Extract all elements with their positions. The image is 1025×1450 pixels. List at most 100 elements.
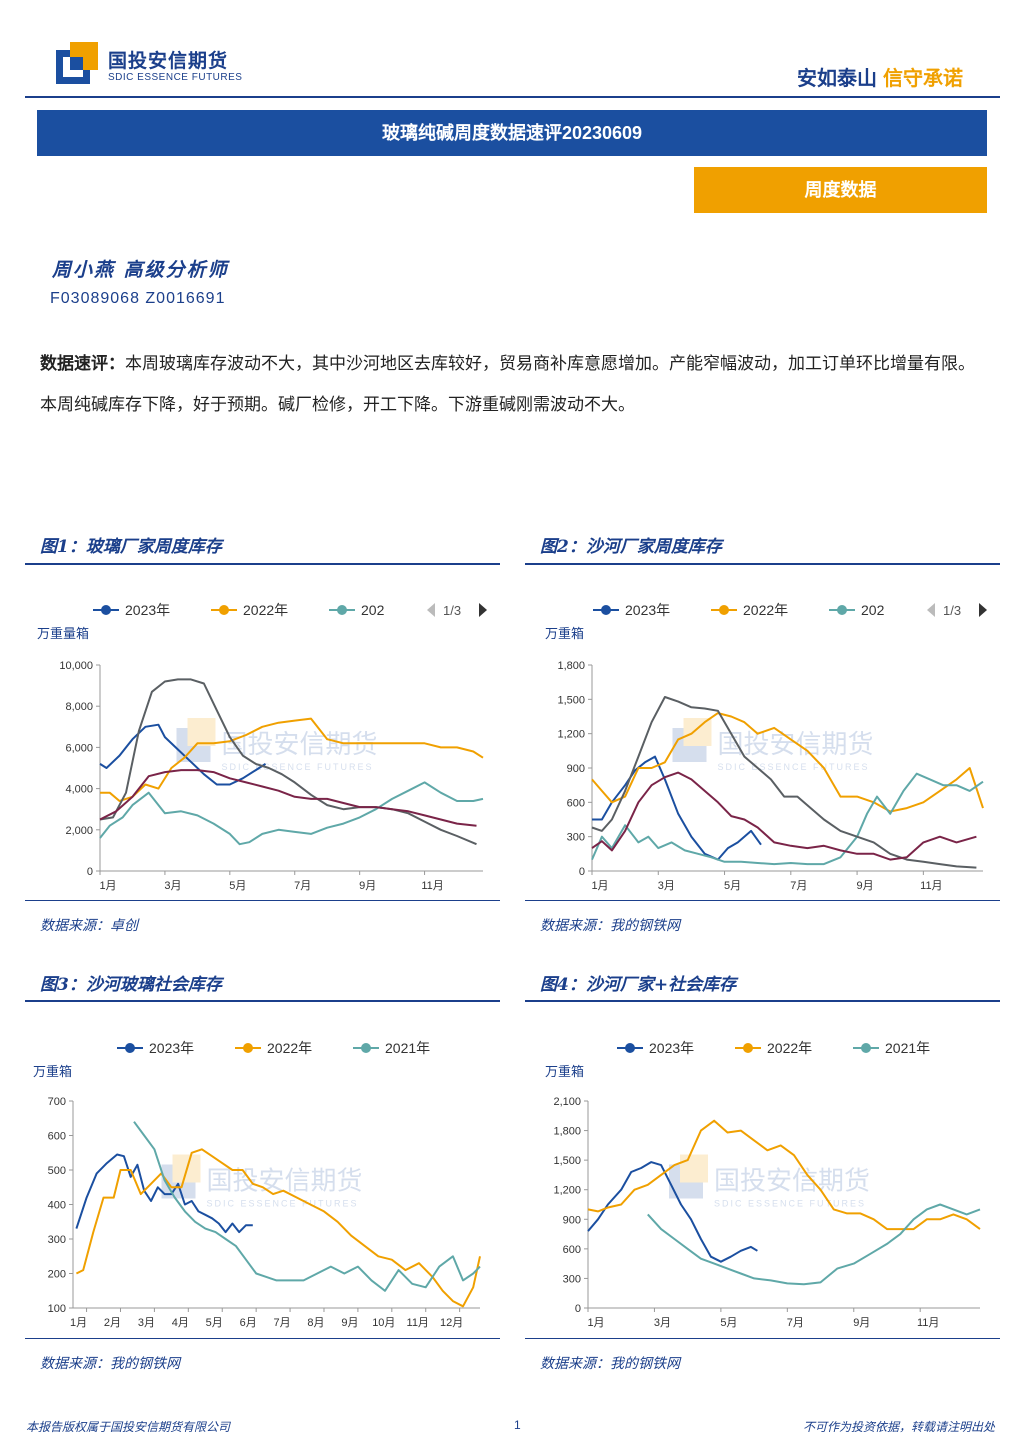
legend-label: 2022年 xyxy=(267,1040,312,1056)
series-line-1 xyxy=(587,1119,981,1231)
series-line-1 xyxy=(100,717,484,802)
legend-next-icon xyxy=(979,603,987,617)
legend-marker xyxy=(243,1043,253,1053)
legend-item: 2021年 xyxy=(353,1040,430,1056)
series-line-2 xyxy=(591,772,984,866)
y-tick-label: 600 xyxy=(563,1244,581,1256)
legend-marker xyxy=(601,605,611,615)
legend-item: 2022年 xyxy=(735,1040,812,1056)
legend-label: 2021年 xyxy=(885,1040,930,1056)
y-axis-label: 万重箱 xyxy=(545,1064,584,1079)
y-tick-label: 6,000 xyxy=(65,742,93,754)
company-logo-text: 国投安信期货 xyxy=(108,51,229,72)
figure-3-top-rule xyxy=(25,1000,500,1002)
page-number: 1 xyxy=(514,1418,521,1432)
legend-item: 2022年 xyxy=(235,1040,312,1056)
series-line-1 xyxy=(591,712,984,813)
header-divider xyxy=(25,96,1000,98)
legend-label: 2022年 xyxy=(243,602,288,618)
figure-3-title: 图3：沙河玻璃社会库存 xyxy=(40,975,222,995)
x-tick-label: 11月 xyxy=(917,1317,939,1329)
legend-item: 2022年 xyxy=(711,602,788,618)
author-name: 周小燕 高级分析师 xyxy=(52,259,229,281)
x-tick-label: 9月 xyxy=(857,880,874,892)
watermark-logo-icon xyxy=(176,728,211,762)
watermark-logo-accent xyxy=(683,718,712,746)
x-tick-label: 7月 xyxy=(790,880,807,892)
x-tick-label: 9月 xyxy=(341,1317,358,1329)
y-tick-label: 400 xyxy=(48,1200,66,1212)
x-tick-label: 12月 xyxy=(440,1317,463,1329)
series-line-0 xyxy=(587,1161,758,1263)
y-tick-label: 300 xyxy=(567,832,585,844)
company-logo-icon xyxy=(56,42,98,84)
x-tick-label: 1月 xyxy=(591,880,608,892)
x-tick-label: 10月 xyxy=(372,1317,395,1329)
legend-marker xyxy=(837,605,847,615)
watermark-text: 国投安信期货 xyxy=(714,1166,870,1196)
series-line-2 xyxy=(133,1121,481,1292)
figure-4-source: 数据来源：我的钢铁网 xyxy=(540,1356,680,1372)
legend-item: 2023年 xyxy=(593,602,670,618)
watermark-text-en: SDIC ESSENCE FUTURES xyxy=(222,762,374,772)
slogan: 安如泰山 信守承诺 xyxy=(797,62,963,91)
figure-2-bottom-rule xyxy=(525,900,1000,901)
legend-pager: 1/3 xyxy=(443,603,461,618)
legend-marker xyxy=(743,1043,753,1053)
y-tick-label: 1,800 xyxy=(553,1126,581,1138)
figure-4-bottom-rule xyxy=(525,1338,1000,1339)
legend-marker xyxy=(719,605,729,615)
y-axis-label: 万重箱 xyxy=(545,626,584,641)
y-tick-label: 1,200 xyxy=(557,729,585,741)
x-tick-label: 1月 xyxy=(587,1317,604,1329)
legend-item: 202 xyxy=(329,602,385,618)
legend-label: 2023年 xyxy=(125,602,170,618)
slogan-part-b: 信守承诺 xyxy=(883,68,963,90)
x-tick-label: 9月 xyxy=(359,880,376,892)
legend-item: 2021年 xyxy=(853,1040,930,1056)
legend-item: 2023年 xyxy=(93,602,170,618)
x-tick-label: 3月 xyxy=(658,880,675,892)
legend-item: 202 xyxy=(829,602,885,618)
company-logo-english: SDIC ESSENCE FUTURES xyxy=(108,72,243,83)
footer-copyright: 本报告版权属于国投安信期货有限公司 xyxy=(26,1420,231,1434)
x-tick-label: 7月 xyxy=(787,1317,804,1329)
x-tick-label: 1月 xyxy=(70,1317,87,1329)
y-tick-label: 900 xyxy=(567,763,585,775)
watermark: 国投安信期货 SDIC ESSENCE FUTURES xyxy=(672,718,874,772)
figure-1-title: 图1：玻璃厂家周度库存 xyxy=(40,537,222,557)
x-tick-label: 7月 xyxy=(294,880,311,892)
series-line-0 xyxy=(592,755,762,861)
x-tick-label: 3月 xyxy=(654,1317,671,1329)
y-tick-label: 1,200 xyxy=(553,1185,581,1197)
legend-next-icon xyxy=(479,603,487,617)
figure-3-bottom-rule xyxy=(25,1338,500,1339)
x-tick-label: 6月 xyxy=(240,1317,257,1329)
y-tick-label: 2,100 xyxy=(553,1096,581,1108)
legend-label: 2023年 xyxy=(149,1040,194,1056)
figure-1-top-rule xyxy=(25,563,500,565)
series-line-0 xyxy=(75,1153,253,1234)
figure-2-title: 图2：沙河厂家周度库存 xyxy=(540,537,722,557)
legend-item: 2023年 xyxy=(117,1040,194,1056)
watermark-logo-accent xyxy=(680,1154,708,1183)
legend-prev-icon xyxy=(427,603,435,617)
watermark-text: 国投安信期货 xyxy=(718,729,874,759)
y-tick-label: 4,000 xyxy=(65,784,93,796)
x-tick-label: 5月 xyxy=(229,880,246,892)
y-tick-label: 10,000 xyxy=(59,660,93,672)
legend-label: 2023年 xyxy=(649,1040,694,1056)
legend-marker xyxy=(101,605,111,615)
report-category-tag: 周度数据 xyxy=(694,167,987,213)
y-tick-label: 1,800 xyxy=(557,660,585,672)
y-tick-label: 8,000 xyxy=(65,701,93,713)
watermark-text-en: SDIC ESSENCE FUTURES xyxy=(207,1199,359,1209)
y-tick-label: 300 xyxy=(48,1234,66,1246)
x-tick-label: 5月 xyxy=(206,1317,223,1329)
figure-2-top-rule xyxy=(525,563,1000,565)
x-tick-label: 8月 xyxy=(307,1317,324,1329)
slogan-part-a: 安如泰山 xyxy=(797,68,877,90)
watermark-logo-accent xyxy=(187,718,216,746)
